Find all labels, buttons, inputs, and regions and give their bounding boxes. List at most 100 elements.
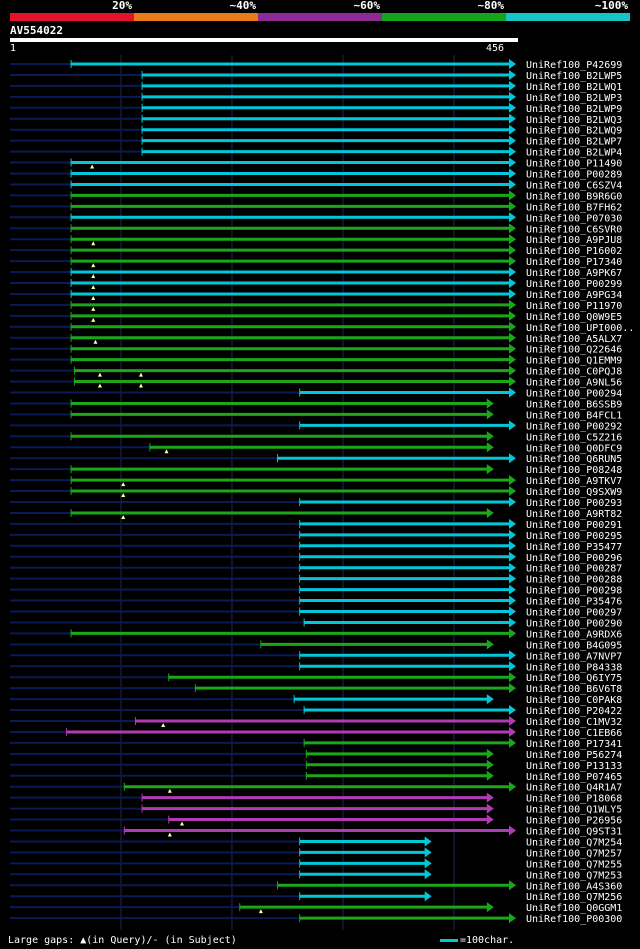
- hit-row[interactable]: UniRef100_Q22646: [10, 343, 622, 356]
- hit-row[interactable]: UniRef100_Q6RUN5: [10, 453, 622, 465]
- hit-label[interactable]: UniRef100_P42699: [526, 60, 622, 71]
- hit-label[interactable]: UniRef100_C6SZV4: [526, 180, 622, 191]
- hit-row[interactable]: UniRef100_P00300: [10, 913, 622, 925]
- hit-label[interactable]: UniRef100_P35477: [526, 542, 622, 553]
- hit-row[interactable]: UniRef100_B2LWP9: [10, 102, 622, 115]
- hit-row[interactable]: UniRef100_B4FCL1: [10, 409, 622, 421]
- hit-row[interactable]: UniRef100_B6V6T8: [10, 683, 622, 695]
- hit-label[interactable]: UniRef100_B2LWP9: [526, 104, 622, 115]
- hit-label[interactable]: UniRef100_Q7M257: [526, 848, 622, 859]
- hit-row[interactable]: UniRef100_C0PQJ8: [10, 365, 622, 378]
- hit-row[interactable]: UniRef100_B9R6G0: [10, 190, 622, 202]
- hit-row[interactable]: UniRef100_B2LWQ3: [10, 113, 622, 126]
- hit-row[interactable]: UniRef100_P11490: [10, 157, 622, 170]
- hit-row[interactable]: UniRef100_C6SVR0: [10, 223, 622, 235]
- hit-row[interactable]: UniRef100_P16002: [10, 245, 622, 257]
- hit-label[interactable]: UniRef100_P20422: [526, 706, 622, 717]
- hit-label[interactable]: UniRef100_Q0DFC9: [526, 443, 622, 454]
- hit-label[interactable]: UniRef100_Q6IY75: [526, 673, 622, 684]
- hit-label[interactable]: UniRef100_Q22646: [526, 345, 622, 356]
- hit-row[interactable]: UniRef100_Q7M254: [10, 836, 622, 848]
- hit-label[interactable]: UniRef100_P26956: [526, 816, 622, 827]
- hit-row[interactable]: UniRef100_C5Z216: [10, 431, 622, 443]
- hit-label[interactable]: UniRef100_A9PJU8: [526, 235, 622, 246]
- hit-row[interactable]: UniRef100_A5ALX7: [10, 332, 622, 345]
- hit-label[interactable]: UniRef100_P00289: [526, 170, 622, 181]
- hit-label[interactable]: UniRef100_A9PG34: [526, 290, 622, 301]
- hit-label[interactable]: UniRef100_P18068: [526, 794, 622, 805]
- hit-label[interactable]: UniRef100_P07030: [526, 213, 622, 224]
- hit-label[interactable]: UniRef100_P00292: [526, 421, 622, 432]
- hit-row[interactable]: UniRef100_UPI000..: [10, 321, 634, 334]
- hit-label[interactable]: UniRef100_B4G095: [526, 640, 622, 651]
- hit-row[interactable]: UniRef100_Q6IY75: [10, 672, 622, 684]
- hit-row[interactable]: UniRef100_P11970: [10, 299, 622, 312]
- hit-label[interactable]: UniRef100_B2LWQ1: [526, 82, 622, 93]
- hit-row[interactable]: UniRef100_A9TKV7: [10, 475, 622, 487]
- hit-label[interactable]: UniRef100_P16002: [526, 246, 622, 257]
- hit-row[interactable]: UniRef100_B2LWP5: [10, 69, 622, 82]
- hit-row[interactable]: UniRef100_B2LWP4: [10, 146, 622, 159]
- hit-row[interactable]: UniRef100_P56274: [10, 748, 622, 761]
- hit-label[interactable]: UniRef100_B6SSB9: [526, 399, 622, 410]
- hit-label[interactable]: UniRef100_P00295: [526, 531, 622, 542]
- hit-label[interactable]: UniRef100_A7NVP7: [526, 651, 622, 662]
- hit-row[interactable]: UniRef100_P08248: [10, 464, 622, 476]
- hit-row[interactable]: UniRef100_B2LWP3: [10, 91, 622, 104]
- hit-label[interactable]: UniRef100_B2LWQ3: [526, 115, 622, 126]
- hit-row[interactable]: UniRef100_A9PJU8: [10, 234, 622, 246]
- hit-row[interactable]: UniRef100_P07465: [10, 770, 622, 783]
- hit-label[interactable]: UniRef100_A4S360: [526, 881, 622, 892]
- hit-label[interactable]: UniRef100_P00290: [526, 618, 622, 629]
- hit-label[interactable]: UniRef100_B2LWQ9: [526, 126, 622, 137]
- hit-label[interactable]: UniRef100_C1MV32: [526, 717, 622, 728]
- hit-label[interactable]: UniRef100_A9PK67: [526, 268, 622, 279]
- hit-row[interactable]: UniRef100_B4G095: [10, 639, 622, 651]
- hit-row[interactable]: UniRef100_P00292: [10, 420, 622, 432]
- hit-row[interactable]: UniRef100_P00299: [10, 278, 622, 290]
- hit-label[interactable]: UniRef100_B2LWP5: [526, 71, 622, 82]
- hit-label[interactable]: UniRef100_P84338: [526, 662, 622, 673]
- hit-label[interactable]: UniRef100_UPI000..: [526, 323, 634, 334]
- hit-row[interactable]: UniRef100_P00294: [10, 387, 622, 400]
- hit-label[interactable]: UniRef100_C1EB66: [526, 728, 622, 739]
- hit-row[interactable]: UniRef100_P00291: [10, 518, 622, 531]
- hit-row[interactable]: UniRef100_A9RDX6: [10, 628, 622, 640]
- hit-row[interactable]: UniRef100_P35476: [10, 595, 622, 608]
- hit-row[interactable]: UniRef100_Q9ST31: [10, 825, 622, 838]
- hit-label[interactable]: UniRef100_P17340: [526, 257, 622, 268]
- hit-row[interactable]: UniRef100_P00295: [10, 529, 622, 542]
- hit-row[interactable]: UniRef100_A7NVP7: [10, 650, 622, 662]
- hit-label[interactable]: UniRef100_P00298: [526, 586, 622, 597]
- hit-label[interactable]: UniRef100_Q0GGM1: [526, 903, 622, 914]
- hit-label[interactable]: UniRef100_C0PAK8: [526, 695, 622, 706]
- hit-label[interactable]: UniRef100_P11490: [526, 159, 622, 170]
- hit-row[interactable]: UniRef100_Q7M257: [10, 847, 622, 859]
- hit-label[interactable]: UniRef100_Q9ST31: [526, 827, 622, 838]
- hit-label[interactable]: UniRef100_P00296: [526, 553, 622, 564]
- hit-row[interactable]: UniRef100_Q0W9E5: [10, 310, 622, 323]
- hit-row[interactable]: UniRef100_Q1WLY5: [10, 803, 622, 816]
- hit-row[interactable]: UniRef100_P26956: [10, 814, 622, 827]
- hit-row[interactable]: UniRef100_P00297: [10, 606, 622, 619]
- hit-row[interactable]: UniRef100_Q9SXW9: [10, 486, 622, 498]
- hit-label[interactable]: UniRef100_A5ALX7: [526, 334, 622, 345]
- hit-label[interactable]: UniRef100_Q6RUN5: [526, 454, 622, 465]
- hit-label[interactable]: UniRef100_P00300: [526, 914, 622, 925]
- hit-label[interactable]: UniRef100_Q1EMM9: [526, 356, 622, 367]
- hit-label[interactable]: UniRef100_P08248: [526, 465, 622, 476]
- hit-label[interactable]: UniRef100_A9RDX6: [526, 629, 622, 640]
- hit-row[interactable]: UniRef100_Q7M256: [10, 891, 622, 903]
- hit-row[interactable]: UniRef100_P17340: [10, 256, 622, 268]
- hit-label[interactable]: UniRef100_P00297: [526, 608, 622, 619]
- hit-row[interactable]: UniRef100_A9NL56: [10, 376, 622, 389]
- hit-label[interactable]: UniRef100_Q0W9E5: [526, 312, 622, 323]
- hit-row[interactable]: UniRef100_P42699: [10, 59, 622, 71]
- hit-row[interactable]: UniRef100_P18068: [10, 792, 622, 805]
- hit-row[interactable]: UniRef100_B2LWP7: [10, 135, 622, 148]
- hit-row[interactable]: UniRef100_P00287: [10, 562, 622, 575]
- hit-label[interactable]: UniRef100_B2LWP7: [526, 137, 622, 148]
- hit-row[interactable]: UniRef100_P20422: [10, 705, 622, 717]
- hit-label[interactable]: UniRef100_P17341: [526, 739, 622, 750]
- hit-label[interactable]: UniRef100_P00293: [526, 498, 622, 509]
